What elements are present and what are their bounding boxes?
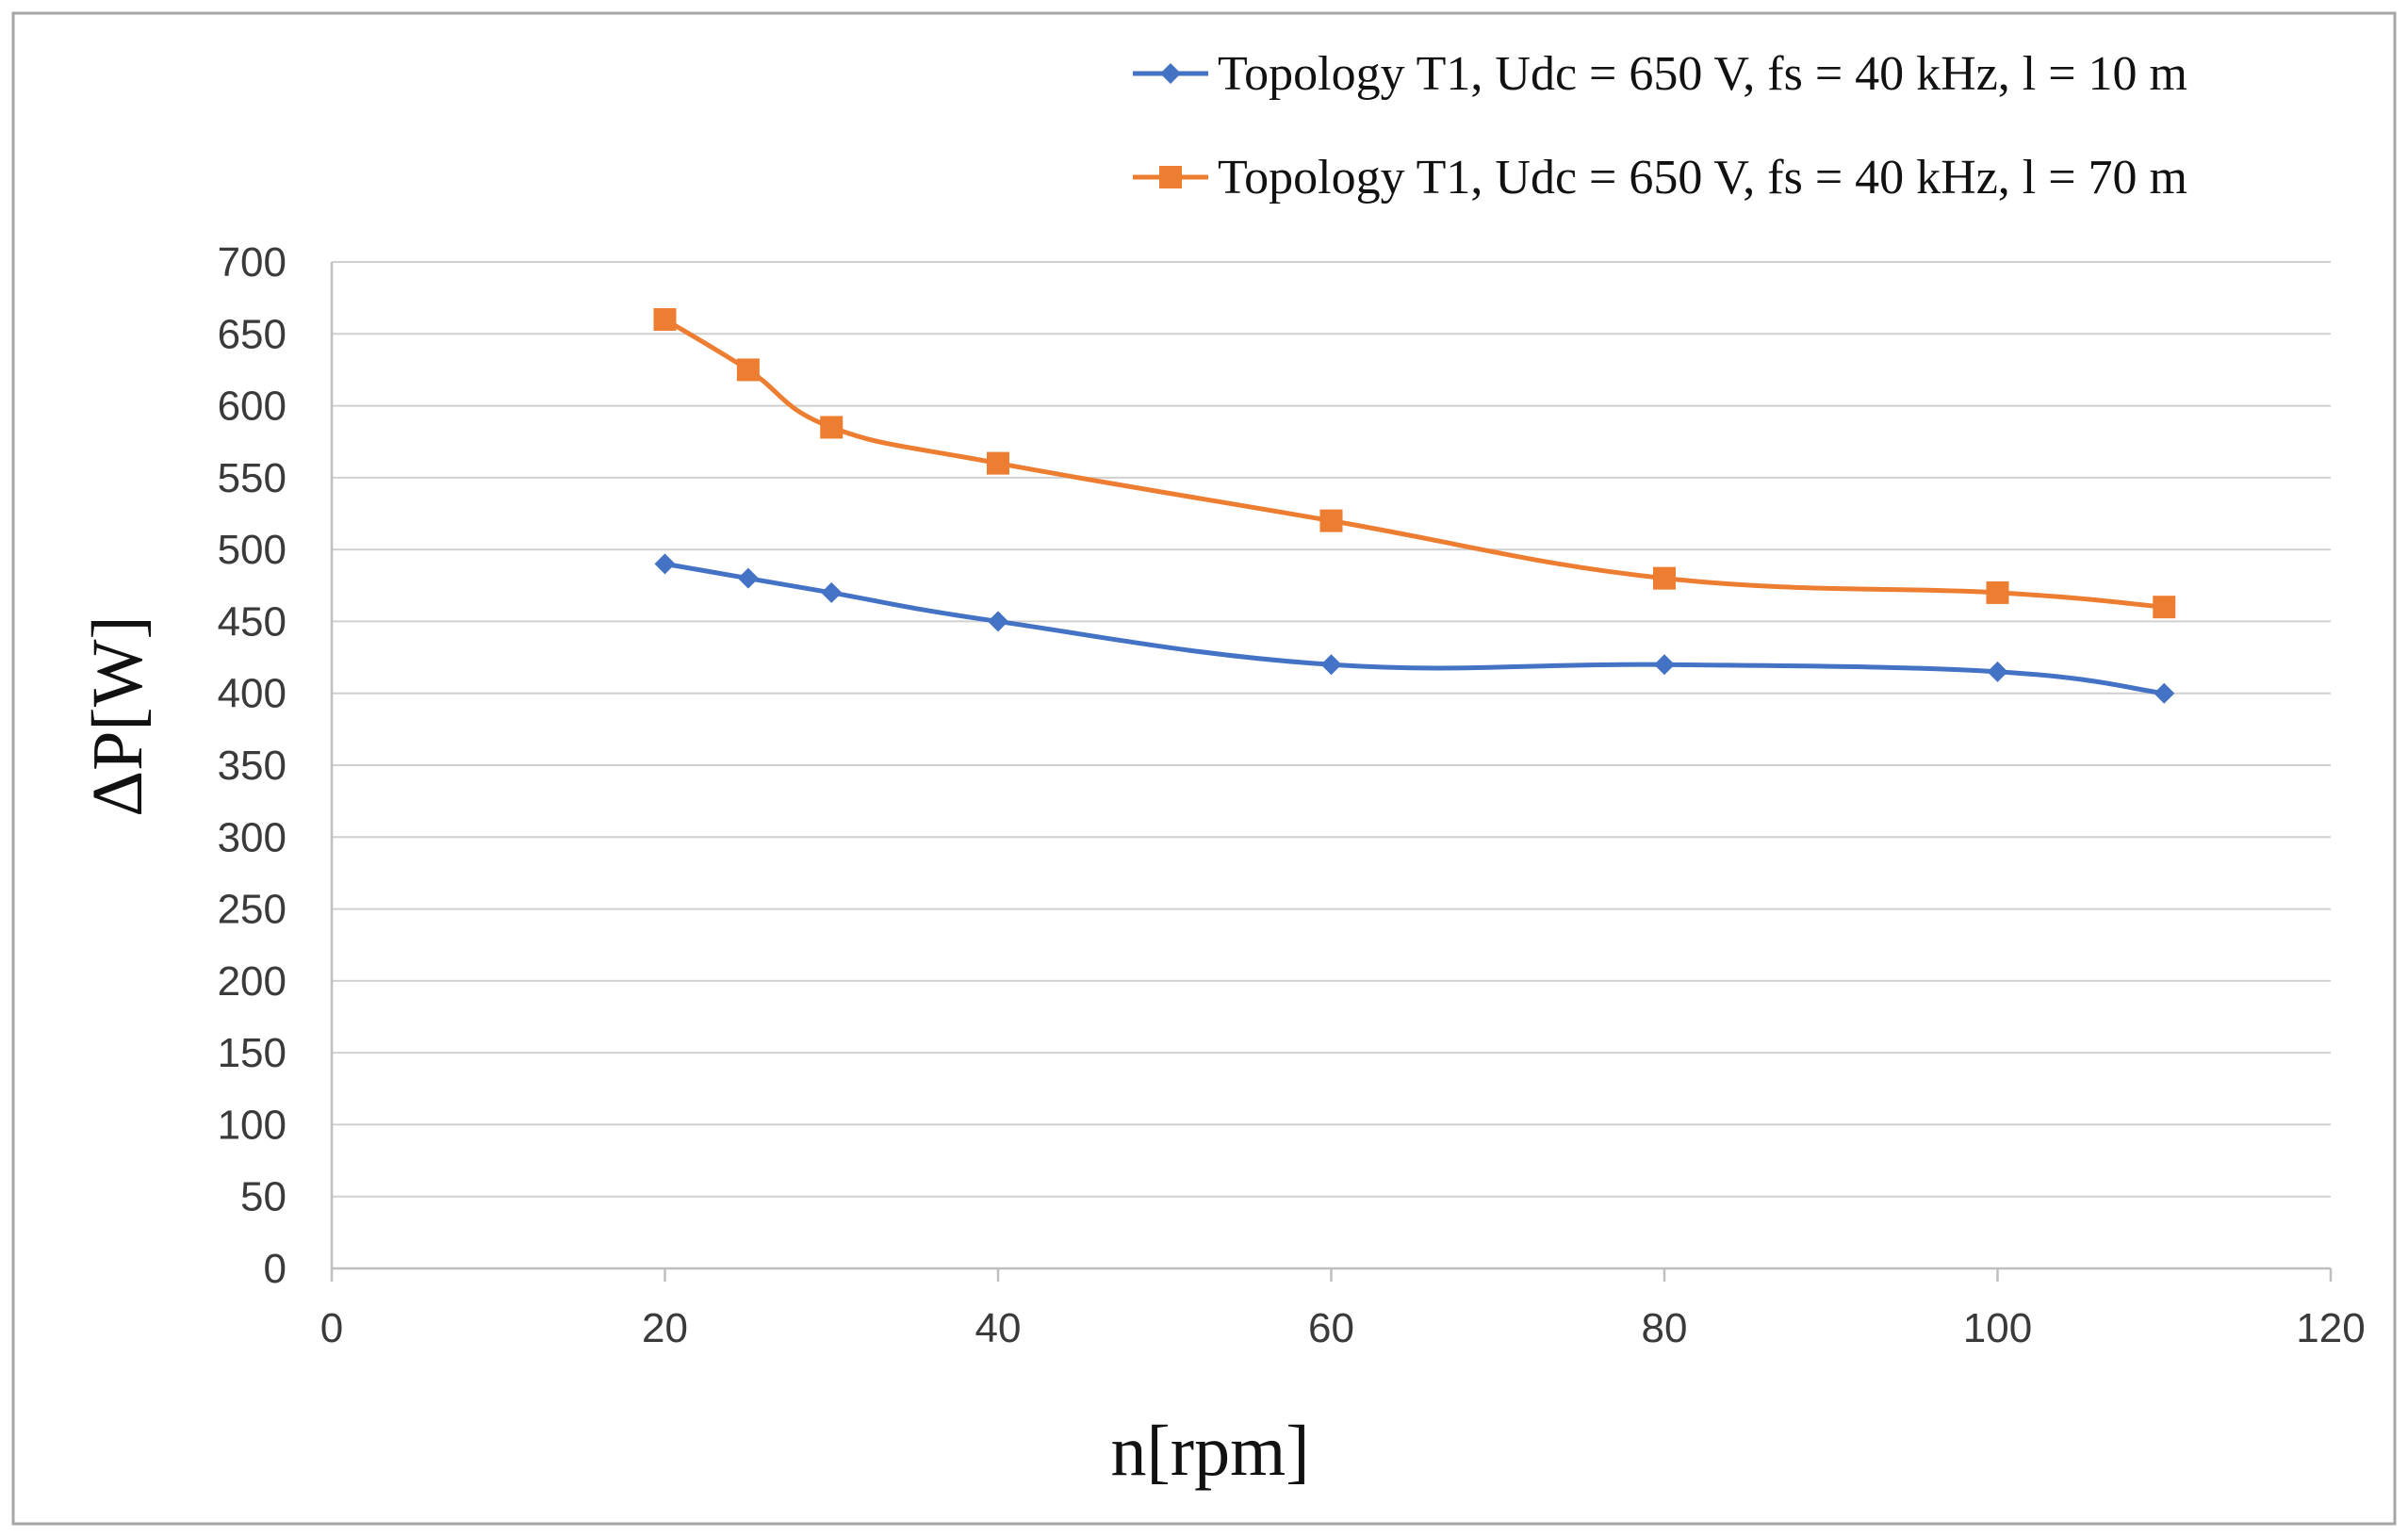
data-point [987,451,1009,475]
y-tick-label: 100 [218,1102,287,1148]
data-point [988,611,1008,632]
data-series [653,308,2176,704]
data-point [820,416,844,439]
series-line [664,561,2165,696]
y-tick-label: 650 [218,311,287,357]
x-axis-title: n[rpm] [1110,1412,1309,1491]
y-axis-title: ΔP[W] [78,615,157,817]
legend-marker [1160,63,1181,84]
data-point [821,581,843,603]
series-1 [654,553,2175,704]
legend-label: Topology T1, Udc = 650 V, fs = 40 kHz, l… [1218,151,2187,204]
legend: Topology T1, Udc = 650 V, fs = 40 kHz, l… [1133,47,2187,204]
data-point [1320,654,1342,676]
data-point [737,567,759,589]
y-tick-label: 0 [264,1246,287,1292]
data-point [654,553,676,575]
y-tick-label: 300 [218,814,287,860]
data-point [736,358,760,382]
x-tick-labels: 0 20 40 60 80 100 120 [320,1305,2366,1351]
x-tick-label: 100 [1963,1305,2032,1351]
y-tick-label: 550 [218,455,287,501]
data-point [2154,682,2175,704]
x-tick-label: 60 [1308,1305,1354,1351]
legend-label: Topology T1, Udc = 650 V, fs = 40 kHz, l… [1218,47,2187,101]
y-tick-label: 700 [218,239,287,286]
y-tick-label: 450 [218,598,287,645]
data-point [653,308,677,332]
data-point [1654,654,1675,676]
x-tick-label: 40 [975,1305,1022,1351]
data-point [2153,596,2176,619]
x-tick-label: 20 [642,1305,688,1351]
grid-lines [332,261,2331,1198]
y-tick-label: 250 [218,887,287,933]
legend-marker [1159,166,1182,188]
y-tick-label: 50 [240,1174,287,1220]
y-tick-label: 400 [218,671,287,717]
y-tick-label: 150 [218,1030,287,1076]
x-tick-label: 80 [1642,1305,1688,1351]
data-point [1986,580,2009,604]
y-tick-labels: 0 50 100 150 200 250 300 350 400 450 500 550 600 650 7… [218,239,287,1292]
series-2 [653,308,2176,619]
data-point [1987,661,2008,682]
y-tick-label: 350 [218,743,287,789]
chart-border [11,11,2397,1526]
y-tick-label: 500 [218,527,287,573]
legend-entry-1: Topology T1, Udc = 650 V, fs = 40 kHz, l… [1133,47,2187,101]
x-tick-label: 0 [320,1305,343,1351]
x-tick-label: 120 [2296,1305,2365,1351]
y-tick-label: 600 [218,384,287,430]
y-tick-label: 200 [218,958,287,1005]
data-point [1653,566,1676,590]
legend-entry-2: Topology T1, Udc = 650 V, fs = 40 kHz, l… [1133,151,2187,204]
series-line [663,317,2165,610]
data-point [1319,509,1343,532]
axes [330,262,2333,1282]
